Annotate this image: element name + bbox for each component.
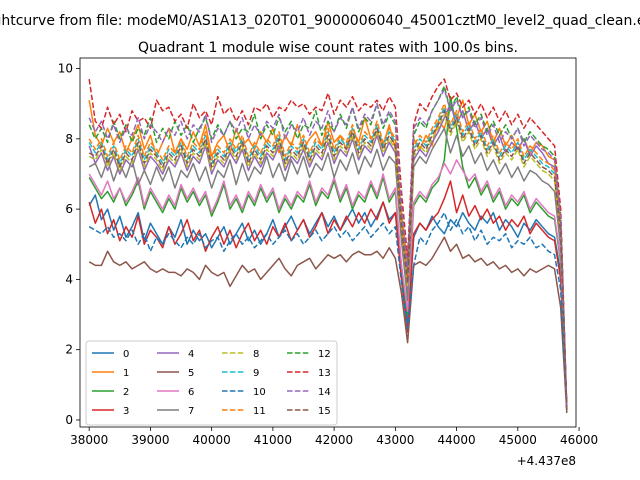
series-layer (88, 78, 568, 413)
series-line-7 (88, 127, 568, 410)
figure-suptitle: Lightcurve from file: modeM0/AS1A13_020T… (0, 13, 640, 29)
legend-label-1: 1 (123, 368, 129, 379)
x-tick-label: 42000 (315, 433, 353, 447)
series-line-8 (88, 113, 568, 410)
x-tick-label: 39000 (131, 433, 169, 447)
legend-label-8: 8 (253, 349, 259, 360)
legend-label-15: 15 (318, 406, 331, 417)
legend-label-4: 4 (188, 349, 194, 360)
plot-area: 38000 39000 40000 41000 42000 43000 44000 45000… (58, 57, 598, 447)
legend-label-6: 6 (188, 387, 194, 398)
y-axis: 0 2 4 6 8 10 (58, 62, 80, 427)
y-tick-label: 2 (65, 343, 73, 357)
x-tick-label: 38000 (70, 433, 108, 447)
legend-label-11: 11 (253, 406, 266, 417)
x-tick-label: 43000 (376, 433, 414, 447)
series-line-4 (88, 102, 568, 410)
y-tick-label: 4 (65, 272, 73, 286)
legend-label-7: 7 (188, 406, 194, 417)
series-line-11 (88, 102, 568, 410)
x-tick-label: 46000 (560, 433, 598, 447)
series-line-13 (88, 78, 568, 410)
y-tick-label: 6 (65, 202, 73, 216)
legend-label-13: 13 (318, 368, 331, 379)
series-line-3 (88, 180, 568, 410)
legend-label-0: 0 (123, 349, 129, 360)
x-tick-label: 40000 (193, 433, 231, 447)
x-offset-label: +4.437e8 (517, 454, 576, 468)
axes-frame (79, 57, 577, 428)
x-tick-label: 41000 (254, 433, 292, 447)
legend-label-5: 5 (188, 368, 194, 379)
y-tick-label: 10 (58, 62, 73, 76)
y-tick-label: 0 (65, 413, 73, 427)
x-axis: 38000 39000 40000 41000 42000 43000 44000 45000… (70, 427, 598, 447)
legend-label-12: 12 (318, 349, 331, 360)
x-tick-label: 44000 (437, 433, 475, 447)
legend-label-2: 2 (123, 387, 129, 398)
series-line-6 (88, 159, 568, 410)
y-tick-label: 8 (65, 132, 73, 146)
legend-label-9: 9 (253, 368, 259, 379)
series-line-5 (88, 236, 568, 413)
series-line-15 (88, 109, 568, 410)
chart-title: Quadrant 1 module wise count rates with … (138, 40, 518, 56)
legend-frame (85, 340, 338, 426)
series-line-9 (88, 106, 568, 410)
x-tick-label: 45000 (499, 433, 537, 447)
legend-label-14: 14 (318, 387, 331, 398)
series-line-12 (88, 85, 568, 410)
series-line-14 (88, 88, 568, 410)
legend-label-10: 10 (253, 387, 266, 398)
legend-label-3: 3 (123, 406, 129, 417)
series-line-10 (88, 211, 568, 410)
series-line-2 (88, 95, 568, 410)
